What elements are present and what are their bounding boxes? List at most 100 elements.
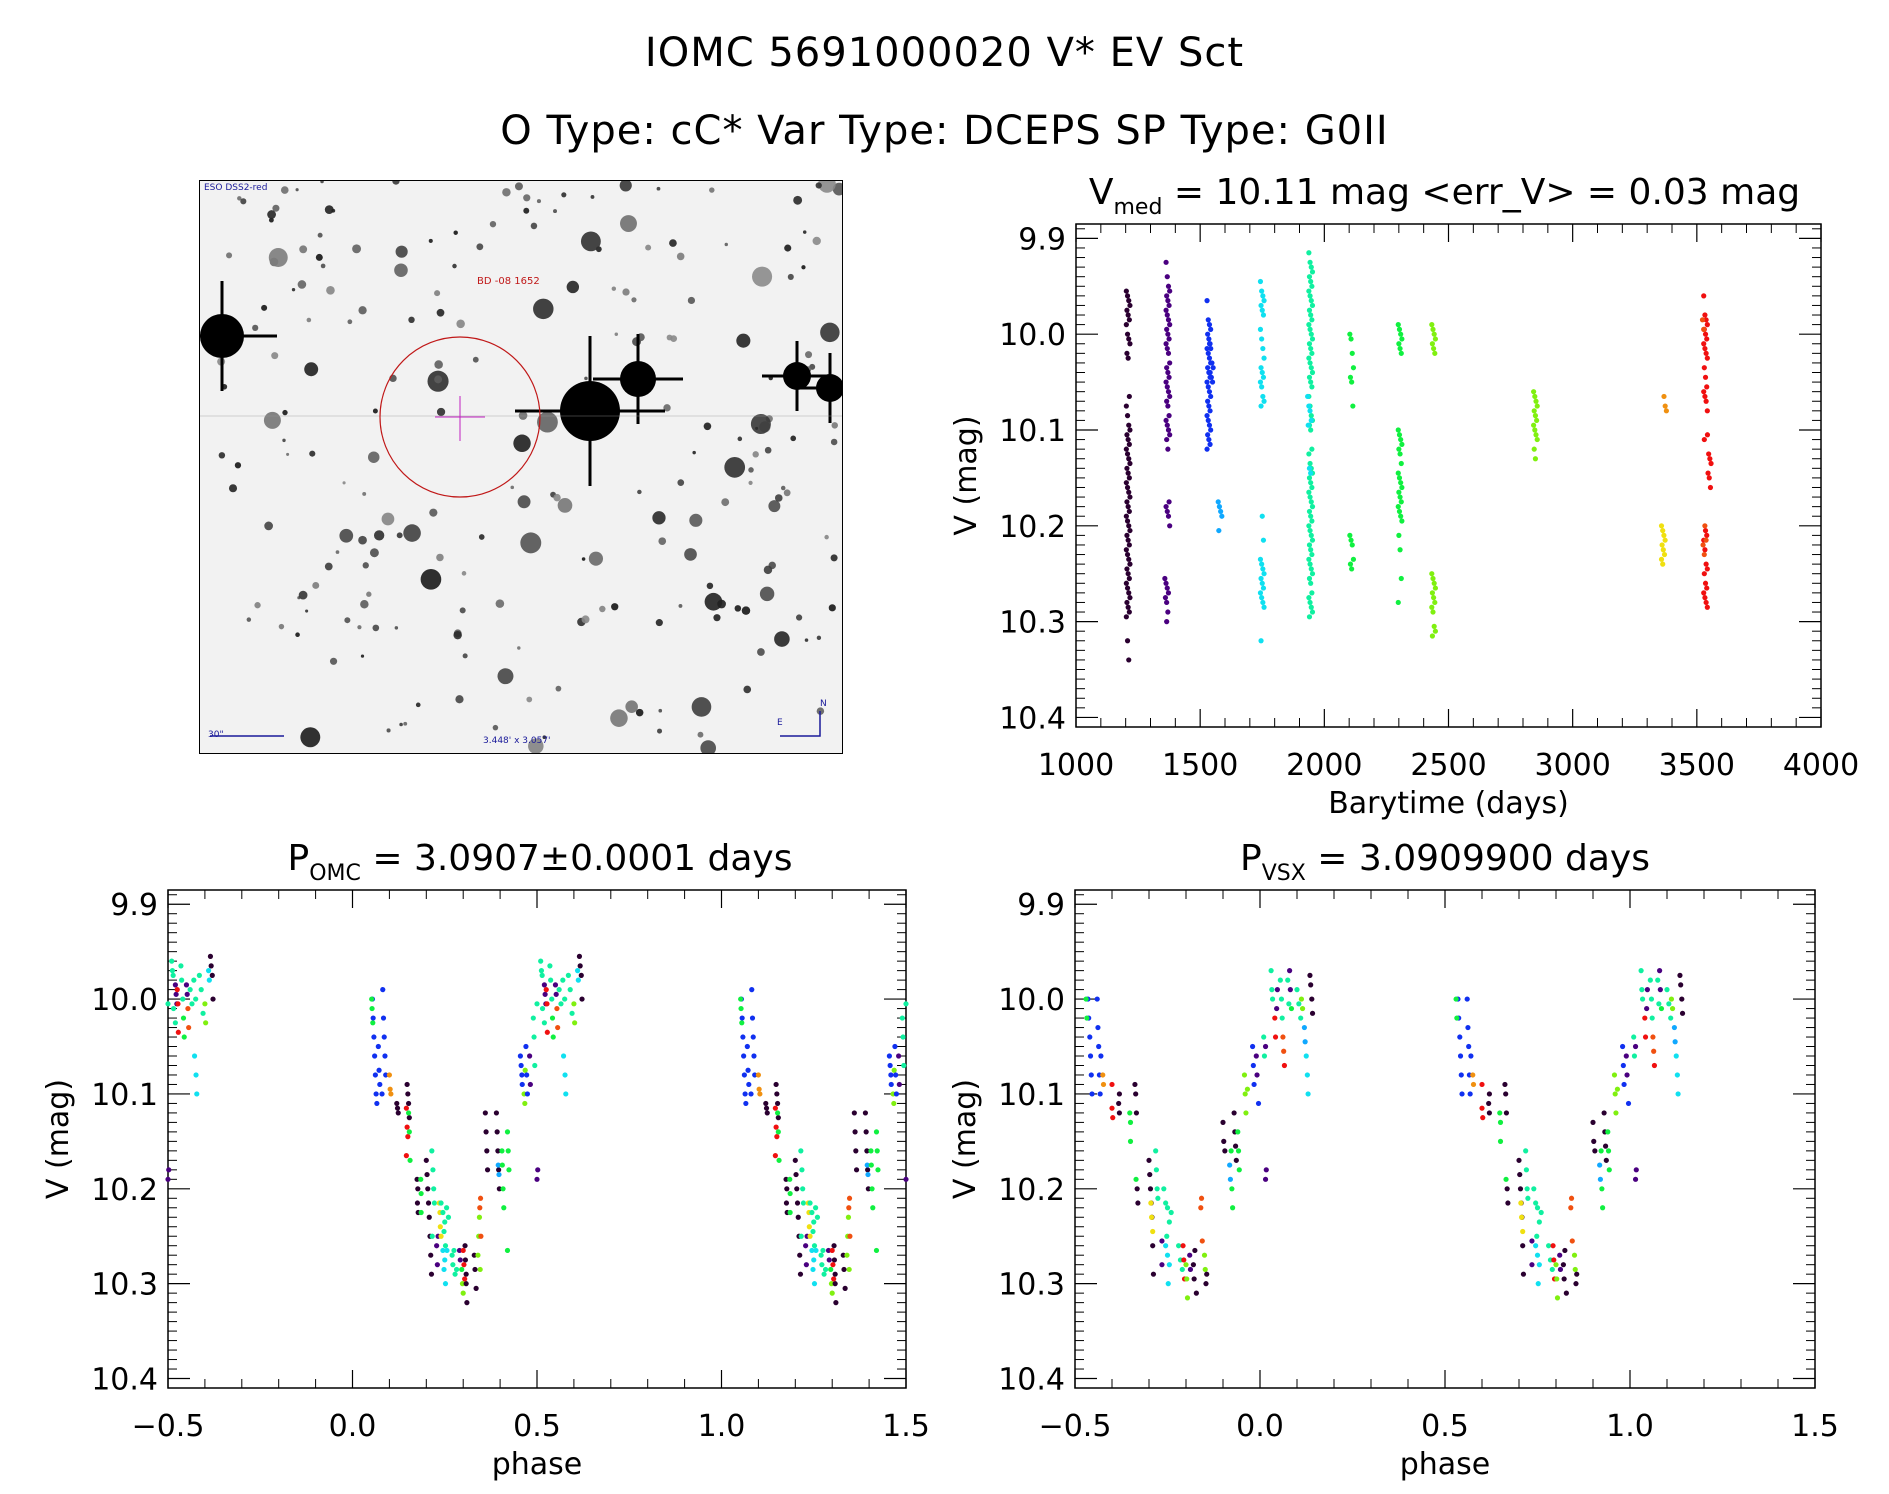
data-point: [812, 1205, 819, 1211]
data-point: [875, 1167, 881, 1173]
data-point: [477, 1205, 483, 1211]
data-point: [185, 1005, 191, 1012]
data-point: [1518, 1200, 1524, 1206]
data-point: [1258, 365, 1264, 371]
data-point: [1597, 1176, 1603, 1182]
field-star: [246, 617, 252, 622]
data-point: [775, 1115, 781, 1121]
data-point: [831, 1243, 837, 1249]
data-point: [1205, 331, 1211, 337]
data-point: [1459, 1091, 1465, 1097]
data-point: [1497, 1110, 1503, 1116]
field-star: [472, 356, 479, 363]
data-point: [1397, 494, 1403, 500]
data-point: [1429, 341, 1435, 347]
scale-bar-label: 30": [208, 730, 224, 740]
data-point: [1396, 475, 1403, 481]
data-point: [404, 1124, 410, 1130]
data-point: [1599, 1186, 1605, 1192]
data-point: [405, 1091, 411, 1097]
data-point: [1125, 571, 1131, 577]
data-point: [1308, 379, 1314, 385]
data-point: [1707, 456, 1713, 462]
data-point: [1229, 1186, 1235, 1192]
data-point: [1126, 523, 1132, 529]
lightcurve-points: [1123, 250, 1714, 663]
data-point: [476, 1214, 483, 1220]
data-point: [1308, 365, 1314, 371]
data-point: [1164, 312, 1170, 318]
data-point: [1235, 1129, 1241, 1135]
data-point: [841, 1266, 847, 1273]
data-point: [544, 1029, 550, 1035]
data-point: [1467, 1091, 1473, 1097]
data-point: [1661, 532, 1667, 538]
data-point: [558, 1001, 564, 1007]
data-point: [200, 1010, 206, 1016]
data-point: [1164, 293, 1170, 299]
data-point: [463, 1271, 469, 1277]
field-star: [818, 181, 836, 193]
data-point: [380, 987, 386, 993]
field-star: [367, 451, 380, 463]
field-star: [264, 521, 273, 531]
data-point: [1591, 1138, 1597, 1144]
field-star: [373, 530, 385, 541]
lightcurve-xtick-label: 3500: [1659, 748, 1735, 783]
data-point: [1286, 1001, 1292, 1007]
data-point: [576, 953, 583, 960]
data-point: [210, 996, 216, 1002]
data-point: [1395, 599, 1401, 606]
field-star: [436, 553, 444, 562]
data-point: [1306, 288, 1312, 294]
data-point: [1260, 566, 1266, 572]
data-point: [1307, 972, 1313, 978]
data-point: [394, 1105, 401, 1111]
field-star: [530, 222, 538, 230]
data-point: [484, 1167, 491, 1173]
data-point: [442, 1243, 449, 1249]
data-point: [554, 1005, 560, 1012]
lightcurve-ytick-label: 10.4: [999, 701, 1066, 736]
field-star: [557, 498, 573, 513]
data-point: [562, 1072, 568, 1078]
data-point: [1470, 1081, 1477, 1088]
field-star: [517, 646, 521, 650]
field-star: [403, 721, 408, 726]
field-star: [709, 187, 715, 193]
field-star: [271, 352, 279, 360]
field-star: [631, 297, 637, 303]
data-point: [1100, 1072, 1106, 1078]
data-point: [1706, 475, 1712, 481]
data-point: [464, 1300, 470, 1306]
data-point: [1520, 1271, 1527, 1277]
field-star: [734, 605, 742, 612]
data-point: [1308, 264, 1314, 270]
data-point: [1662, 403, 1668, 409]
data-point: [560, 1053, 567, 1059]
data-point: [846, 1266, 852, 1273]
data-point: [418, 1209, 424, 1216]
data-point: [1251, 1081, 1257, 1088]
field-star: [526, 696, 533, 703]
field-star: [329, 657, 338, 665]
data-point: [1309, 283, 1315, 289]
data-point: [783, 1200, 790, 1206]
data-point: [1261, 1053, 1268, 1059]
data-point: [1464, 996, 1470, 1002]
data-point: [170, 972, 176, 978]
data-point: [1222, 1148, 1228, 1154]
data-point: [1215, 499, 1221, 505]
field-star: [774, 494, 783, 502]
data-point: [1261, 298, 1267, 304]
data-point: [524, 1072, 530, 1078]
data-point: [180, 1015, 187, 1021]
phase-omc-title: POMC = 3.0907±0.0001 days: [90, 838, 990, 886]
compass-arrow: [780, 711, 821, 737]
data-point: [1702, 523, 1708, 529]
data-point: [504, 1247, 511, 1254]
data-point: [1150, 1271, 1157, 1277]
phase-omc-ytick-label: 9.9: [110, 888, 158, 923]
data-point: [773, 1124, 779, 1130]
field-star: [783, 489, 791, 497]
